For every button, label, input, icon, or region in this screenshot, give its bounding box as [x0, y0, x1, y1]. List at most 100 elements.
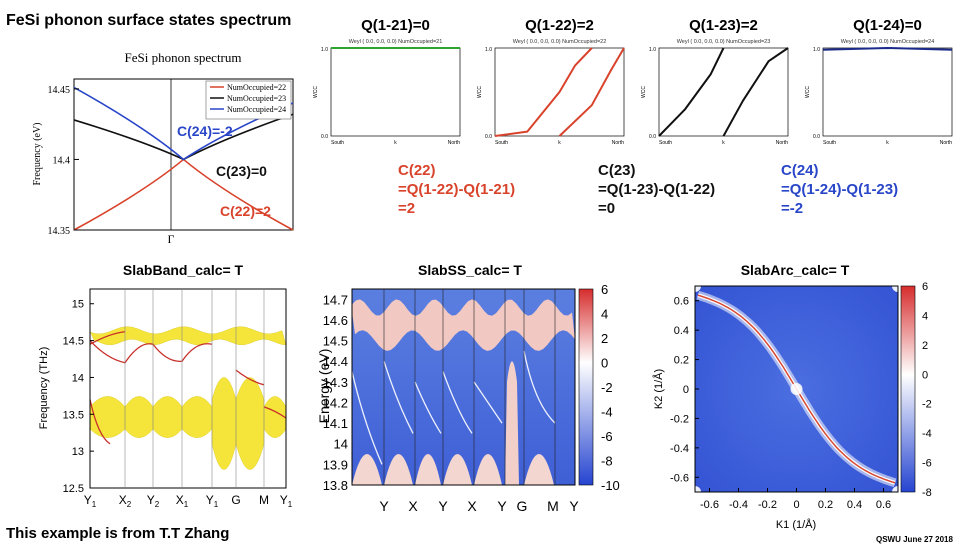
slab-ss-colorbar-tick: -6 [601, 429, 613, 444]
note-c24-line2: =Q(1-24)-Q(1-23) [781, 181, 899, 198]
slab-ss-colorbar-tick: -2 [601, 380, 613, 395]
corner-pocket [892, 486, 898, 492]
surface-state-line [442, 371, 473, 434]
slab-arc-ytick: 0.6 [674, 296, 689, 308]
slab-ss-colorbar-tick: -4 [601, 405, 613, 420]
bulk-band-upper [90, 326, 286, 346]
spectrum-ytick-label: 14.45 [48, 85, 71, 96]
wcc-ytick: 0.0 [485, 134, 492, 140]
wcc-panel-1: Q(1-21)=0 Weyl ( 0.0, 0.0, 0.0) NumOccupi… [313, 17, 461, 146]
slab-arc-colorbar-tick: -4 [922, 428, 932, 440]
slab-ss-colorbar-tick: 4 [601, 307, 608, 322]
slab-arc-colorbar-tick: -8 [922, 487, 932, 499]
wcc-xtick: South [659, 140, 672, 146]
wcc-curve [722, 47, 789, 137]
slab-band-ytick: 13.5 [63, 409, 84, 421]
slab-arc-colorbar-tick: -2 [922, 399, 932, 411]
slab-band-xtick: X2 [119, 493, 132, 509]
slab-band-ylabel: Frequency (THz) [38, 347, 50, 430]
wcc-panel-frame [822, 47, 953, 137]
slide-title: FeSi phonon surface states spectrum [6, 12, 292, 29]
wcc-xtick: k [558, 140, 561, 146]
slab-band-xtick: Y1 [84, 493, 97, 509]
note-c23-line3: =0 [598, 200, 616, 217]
note-c23: C(23) =Q(1-23)-Q(1-22) =0 [598, 161, 715, 218]
fesi-spectrum-chart: FeSi phonon spectrum 14.45 14.4 14.35 Γ Fr… [0, 40, 300, 250]
wcc-xtick: North [448, 140, 460, 146]
bulk-continuum-lower [415, 454, 441, 485]
bulk-band-region [235, 377, 265, 470]
corner-pocket [695, 286, 701, 292]
slab-arc-xtick: 0 [793, 499, 799, 511]
slab-ss-ytick: 14 [334, 437, 348, 452]
spectrum-ytick-label: 14.35 [48, 226, 71, 237]
wcc-panel-frame [330, 47, 461, 137]
wcc-panel-title: Q(1-21)=0 [361, 17, 430, 34]
note-c24-line3: =-2 [781, 200, 804, 217]
slab-ss-xtick: M [547, 498, 559, 514]
wcc-xtick: North [940, 140, 952, 146]
slab-band-ytick: 15 [72, 299, 84, 311]
slab-ss-xtick: Y [569, 498, 579, 514]
wcc-ytick: 1.0 [649, 47, 656, 53]
wcc-panel-2: Q(1-22)=2 Weyl ( 0.0, 0.0, 0.0) NumOccupi… [477, 17, 625, 146]
slab-ss-ytick: 14.4 [323, 354, 348, 369]
wcc-xtick: South [823, 140, 836, 146]
slab-ss-colorbar [578, 288, 594, 486]
slab-ss-ytick: 14.1 [323, 416, 348, 431]
note-c24: C(24) =Q(1-24)-Q(1-23) =-2 [781, 161, 898, 218]
slab-ss-xtick: X [467, 498, 477, 514]
slab-arc-xtick: 0.4 [847, 499, 862, 511]
surface-state-line [263, 406, 286, 419]
slab-ss-ytick: 14.2 [323, 395, 348, 410]
slab-arc-colorbar-tick: 0 [922, 369, 928, 381]
slab-band-xtick: M [259, 493, 269, 507]
legend-entry: NumOccupied=23 [227, 94, 286, 103]
surface-state-line [383, 361, 414, 434]
wcc-ylabel: WCC [477, 86, 483, 98]
spectrum-title: FeSi phonon spectrum [125, 50, 242, 65]
surface-state-line [90, 399, 111, 445]
slab-arc-xtick: -0.4 [729, 499, 748, 511]
slab-arc-title: SlabArc_calc= T [741, 262, 850, 278]
slab-ss-ylabel: Energy (eV) [316, 349, 332, 424]
bulk-continuum-upper [352, 299, 575, 351]
corner-pocket [695, 486, 701, 492]
note-c24-line1: C(24) [781, 162, 819, 179]
bulk-band-region [211, 377, 237, 470]
slab-ss-xtick: X [408, 498, 418, 514]
wcc-panel-subtitle: Weyl ( 0.0, 0.0, 0.0) NumOccupied=21 [349, 39, 443, 45]
slab-band-xtick: X1 [176, 493, 189, 509]
wcc-panel-title: Q(1-23)=2 [689, 17, 758, 34]
wcc-ytick: 1.0 [813, 47, 820, 53]
slab-ss-chart: SlabSS_calc= T 14.7 14.6 14.5 14.4 14.3 14.2 1… [316, 262, 620, 514]
surface-state-line [523, 350, 556, 424]
slab-arc-colorbar-tick: 4 [922, 310, 928, 322]
footer-date: QSWU June 27 2018 [876, 535, 953, 544]
wcc-curve [558, 47, 625, 137]
slab-arc-xtick: -0.2 [758, 499, 777, 511]
slab-band-title: SlabBand_calc= T [123, 262, 244, 278]
bulk-continuum-gamma [505, 361, 519, 485]
note-c23-line1: C(23) [598, 162, 636, 179]
wcc-panel-title: Q(1-22)=2 [525, 17, 594, 34]
wcc-curve [658, 47, 725, 137]
slab-arc-ytick: 0.4 [674, 325, 689, 337]
slab-ss-xtick: Y [379, 498, 389, 514]
wcc-ylabel: WCC [313, 86, 319, 98]
slab-arc-ytick: -0.2 [670, 413, 689, 425]
wcc-ytick: 1.0 [485, 47, 492, 53]
surface-state-line [235, 369, 265, 386]
surface-state-line [352, 371, 383, 465]
slab-ss-xtick: Y [497, 498, 507, 514]
annotation-c24: C(24)=-2 [177, 123, 233, 139]
spectrum-ytick-label: 14.4 [53, 155, 71, 166]
spectrum-series-3 [73, 86, 294, 161]
wcc-xtick: North [612, 140, 624, 146]
slab-ss-colorbar-tick: 0 [601, 356, 608, 371]
slab-arc-colorbar-tick: -6 [922, 458, 932, 470]
slab-band-xtick: Y1 [206, 493, 219, 509]
credit-text: This example is from T.T Zhang [6, 525, 230, 542]
slab-band-ytick: 12.5 [63, 483, 84, 495]
surface-state-line [473, 381, 503, 424]
